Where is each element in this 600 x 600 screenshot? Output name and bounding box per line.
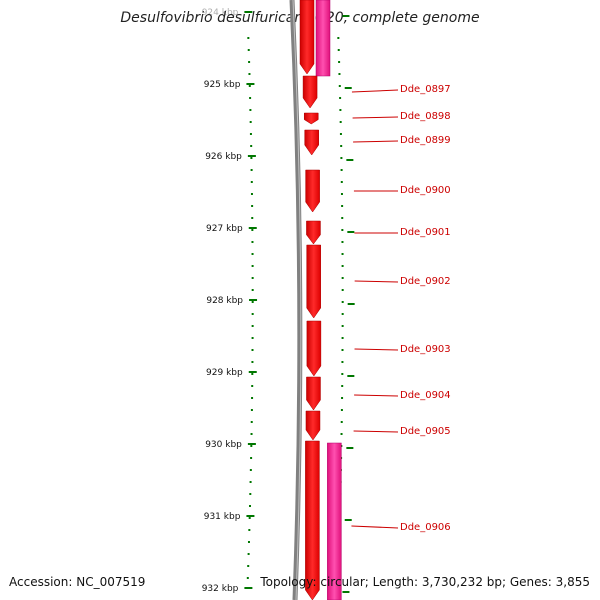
- kbp-label: 924 kbp: [202, 8, 239, 18]
- gene-label[interactable]: Dde_0901: [400, 227, 451, 238]
- gene-arrow[interactable]: [305, 410, 321, 441]
- minor-ticks-inner: [246, 37, 254, 579]
- genome-backbone-highlight: [292, 0, 302, 600]
- gene-arrow[interactable]: [306, 320, 322, 377]
- gene-leader-line: [352, 116, 399, 119]
- accession-text: Accession: NC_007519: [9, 575, 146, 589]
- gene-leader-line: [351, 89, 399, 93]
- kbp-label: 932 kbp: [202, 584, 239, 594]
- gene-feature-pink[interactable]: [327, 442, 342, 600]
- gene-track[interactable]: [299, 0, 342, 600]
- gene-leader-line: [354, 280, 399, 283]
- gene-leader-line: [354, 348, 399, 351]
- gene-label[interactable]: Dde_0905: [400, 426, 451, 437]
- gene-leader-line: [354, 394, 399, 397]
- gene-arrow[interactable]: [306, 376, 321, 411]
- gene-arrow[interactable]: [303, 112, 319, 125]
- gene-leader-line: [351, 525, 399, 529]
- gene-label[interactable]: Dde_0897: [400, 84, 451, 95]
- gene-leader-line: [353, 430, 399, 433]
- gene-labels: Dde_0897 Dde_0898 Dde_0899 Dde_0900 Dde_0901…: [351, 84, 451, 533]
- gene-arrow[interactable]: [305, 440, 320, 600]
- kbp-label: 931 kbp: [204, 512, 241, 522]
- kbp-label: 926 kbp: [205, 152, 242, 162]
- gene-label[interactable]: Dde_0899: [400, 135, 451, 146]
- gene-label[interactable]: Dde_0906: [400, 522, 451, 533]
- gene-arrow[interactable]: [306, 244, 321, 319]
- kbp-ruler: 924 kbp 925 kbp 926 kbp 927 kbp 928 kbp 929 k…: [202, 8, 258, 594]
- gene-label[interactable]: Dde_0900: [400, 185, 451, 196]
- gene-feature-pink[interactable]: [315, 0, 331, 77]
- gene-label[interactable]: Dde_0902: [400, 276, 451, 287]
- gene-label[interactable]: Dde_0904: [400, 390, 451, 401]
- kbp-label: 928 kbp: [206, 296, 243, 306]
- kbp-label: 925 kbp: [204, 80, 241, 90]
- genome-summary-text: Topology: circular; Length: 3,730,232 bp…: [260, 575, 590, 589]
- gene-label[interactable]: Dde_0903: [400, 344, 451, 355]
- gene-arrow[interactable]: [306, 220, 321, 245]
- gene-leader-line: [353, 140, 399, 143]
- gene-arrow[interactable]: [305, 169, 320, 213]
- gene-arrow[interactable]: [304, 129, 319, 156]
- gene-label[interactable]: Dde_0898: [400, 111, 451, 122]
- kbp-label: 929 kbp: [206, 368, 243, 378]
- kbp-label: 930 kbp: [205, 440, 242, 450]
- gene-arrow[interactable]: [299, 0, 315, 75]
- gene-arrow[interactable]: [302, 75, 318, 109]
- genome-backbone: [289, 0, 303, 600]
- kbp-label: 927 kbp: [206, 224, 243, 234]
